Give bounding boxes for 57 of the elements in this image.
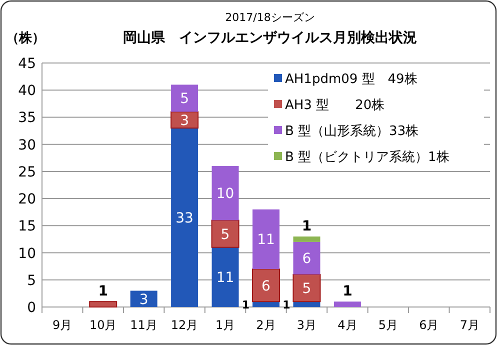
data-label: 10 (216, 186, 234, 202)
x-tick-label: 10月 (89, 318, 117, 332)
y-tick-label: 15 (18, 218, 36, 235)
data-label: 3 (139, 292, 148, 308)
bar (130, 290, 158, 307)
y-tick-label: 40 (18, 83, 36, 100)
data-label: 11 (257, 232, 275, 248)
data-label: 6 (262, 278, 271, 294)
bar (293, 302, 320, 307)
x-tick-label: 7月 (460, 318, 480, 332)
data-label: 5 (180, 91, 190, 108)
y-tick-label: 5 (27, 272, 36, 289)
data-label: 1 (302, 218, 312, 235)
data-label: 5 (220, 226, 230, 243)
x-tick-label: 9月 (52, 318, 72, 332)
x-tick-label: 3月 (296, 318, 317, 332)
bar (252, 209, 280, 270)
data-label: 6 (302, 251, 312, 268)
bar (171, 128, 198, 307)
data-label: 1 (342, 284, 352, 300)
bar (89, 301, 118, 308)
bar (252, 268, 280, 302)
legend-label: AH3 型 20株 (285, 98, 385, 113)
x-tick-label: 4月 (338, 318, 358, 332)
legend-label: B 型（山形系統）33株 (285, 124, 419, 139)
bar (212, 166, 239, 220)
y-axis-title: （株） (6, 31, 45, 46)
y-tick-label: 45 (18, 56, 36, 72)
bar (171, 84, 198, 112)
bar (252, 302, 280, 307)
data-label: 1 (98, 284, 108, 300)
bar (334, 302, 361, 307)
data-label: 5 (302, 281, 312, 298)
data-label: 1 (282, 298, 290, 312)
y-tick-label: 10 (18, 246, 36, 262)
y-tick-label: 0 (27, 300, 36, 316)
bar (212, 247, 239, 307)
y-tick-label: 25 (18, 164, 36, 180)
y-tick-label: 35 (18, 110, 36, 126)
x-tick-label: 12月 (170, 318, 198, 332)
y-tick-label: 30 (18, 137, 36, 154)
x-tick-label: 5月 (378, 318, 398, 332)
bar (292, 274, 321, 302)
data-label: 3 (180, 112, 190, 129)
y-tick-label: 20 (18, 192, 36, 208)
data-label: 11 (216, 270, 234, 286)
chart-subtitle: 2017/18シーズン (225, 11, 315, 24)
data-label: 1 (242, 298, 250, 312)
x-tick-label: 11月 (130, 318, 158, 332)
bar (211, 220, 240, 248)
legend-label: AH1pdm09 型 49株 (285, 72, 418, 87)
x-tick-label: 1月 (215, 318, 236, 332)
x-tick-label: 2月 (256, 318, 276, 332)
chart-title: 岡山県 インフルエンザウイルス月別検出状況 (123, 30, 417, 46)
legend-label: B 型（ビクトリア系統）1株 (285, 150, 450, 165)
x-tick-label: 6月 (419, 318, 439, 332)
data-label: 33 (176, 210, 194, 227)
